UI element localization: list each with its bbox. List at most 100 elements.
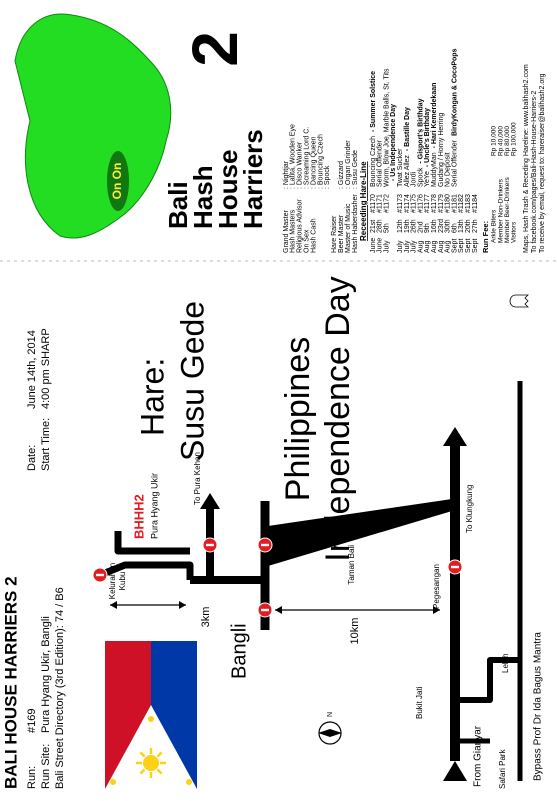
official-name: : Spock [324, 165, 331, 189]
theme-line: Independence Day [319, 276, 357, 561]
hareline-title: Receeding Hare-Line [359, 161, 368, 241]
flag-sun [143, 755, 159, 771]
hareline-day: 19th [404, 219, 411, 233]
compass-needle [318, 729, 342, 737]
sun-ray [156, 768, 163, 775]
hareline-month: Aug [417, 240, 424, 253]
hareline-hare: Twat Sucker [397, 148, 404, 187]
map-label: Bukit Jati [415, 686, 424, 719]
official-role: Master of Music [345, 203, 352, 253]
hareline-run: #1183 [465, 194, 472, 213]
footer-line: To receive by email, request to: harerai… [539, 73, 546, 253]
official-name: : Gizzard [338, 161, 345, 189]
map-label: Bangli [228, 623, 250, 679]
club-title: Bali [163, 181, 193, 229]
official-role: Hash Masters [290, 209, 297, 253]
hareline-note: - Bastille Day [404, 107, 411, 151]
hareline-day: 9th [424, 223, 431, 233]
hareline-day: 16th [431, 219, 438, 233]
official-role: Grand Master [283, 210, 290, 253]
hareline-note: - Gisport's Birthday [417, 98, 424, 163]
hareline-run: #1184 [472, 194, 479, 213]
junction-bar [261, 543, 269, 547]
hareline-day: 26th [411, 219, 418, 233]
map-label: From Gianyar [473, 725, 484, 787]
hareline-note: BirdyKongan & CocoPops [451, 48, 458, 136]
official-role: Hash Haberdasher [352, 194, 359, 253]
map-label: Kelurahan [108, 563, 117, 599]
field-value: Pura Hyang Ukir, Bangli [40, 616, 52, 733]
distance-10km-head [275, 606, 282, 614]
hareline-day: 27th [472, 219, 479, 233]
official-name: : Latita, Wooden Eye [290, 124, 297, 189]
hareline-run: #1180 [445, 194, 452, 213]
fee-title: Run Fee: [481, 221, 490, 253]
hareline-day: 20th [465, 219, 472, 233]
junction-bar [261, 608, 269, 612]
start-label: Start Time: [40, 418, 52, 471]
hareline-hare: Spock [417, 167, 424, 187]
hareline-month: Aug [445, 240, 452, 253]
hareline-day: 30th [445, 219, 452, 233]
club-number: 2 [179, 31, 251, 67]
hareline-note: - Uncle's Birthday [424, 108, 431, 167]
hareline-month: June [377, 238, 384, 253]
hareline-run: #1182 [458, 194, 465, 213]
field-label: Run: [26, 766, 38, 789]
fee-label: Member Non-Drinkers [497, 178, 504, 243]
flag-star [148, 716, 154, 722]
on-on-badge [107, 151, 129, 211]
hareline-day: 23rd [438, 219, 445, 233]
map-label: 10km [349, 618, 361, 645]
ghost-icon [509, 294, 529, 308]
hareline-run: #1179 [438, 194, 445, 213]
arrow-klungkung [443, 427, 467, 446]
hareline-run: #1176 [417, 194, 424, 213]
map-label: Taman Bali [347, 545, 356, 585]
hareline-month: June [370, 238, 377, 253]
map-label: To Klungkung [465, 485, 474, 533]
hareline-hare: Serial Offender [451, 139, 458, 187]
hareline-run: #1171 [377, 194, 384, 213]
hareline-day: 12th [397, 219, 404, 233]
club-title: House [213, 150, 243, 229]
hareline-month: July [397, 240, 404, 253]
map-label: 3km [200, 607, 212, 628]
taman-bali-road [268, 499, 452, 566]
club-title: Hash [188, 165, 218, 229]
lebih-road [455, 657, 520, 703]
junction-bar [96, 573, 104, 577]
map-label: Kubu [118, 572, 127, 591]
official-name: : Bouncing Czech [317, 134, 324, 189]
sun-ray [139, 768, 146, 775]
hareline-hare: Bouncing Czech [370, 136, 377, 187]
hareline-day: 13th [458, 219, 465, 233]
hareline-month: Sept [458, 239, 465, 253]
date-label: Date: [26, 445, 38, 471]
hareline-hare: Jordi [411, 171, 418, 187]
hareline-hare: Worm, Blow Joe, Marble Balls, St. Tits [383, 68, 390, 187]
official-name: : Dancing Queen [310, 136, 317, 189]
hareline-day: 5th [383, 223, 390, 233]
kubu-road [98, 561, 194, 580]
on-on: On On [110, 163, 124, 200]
official-role: Religious Advisor [297, 199, 304, 253]
fee-amount: Rp 80,000 [504, 126, 511, 156]
sun-ray [139, 751, 146, 758]
hareline-hare: No Deposit [445, 152, 452, 187]
hareline-hare: Allez Allez [404, 155, 411, 187]
sun-ray [156, 751, 163, 758]
distance-3km-head [110, 601, 117, 609]
junction-bar [451, 565, 459, 569]
flag-star [110, 779, 116, 785]
hareline-month: Aug [438, 240, 445, 253]
official-role: On Sex [304, 229, 311, 253]
hareline-note: - Hari Kemerdekaan [431, 83, 438, 149]
theme-line: Philippines [279, 337, 317, 501]
hareline-month: July [383, 240, 390, 253]
field-value: #169 [26, 709, 38, 733]
hareline-run: #1174 [404, 194, 411, 213]
fee-amount: Rp 40,000 [497, 126, 504, 156]
